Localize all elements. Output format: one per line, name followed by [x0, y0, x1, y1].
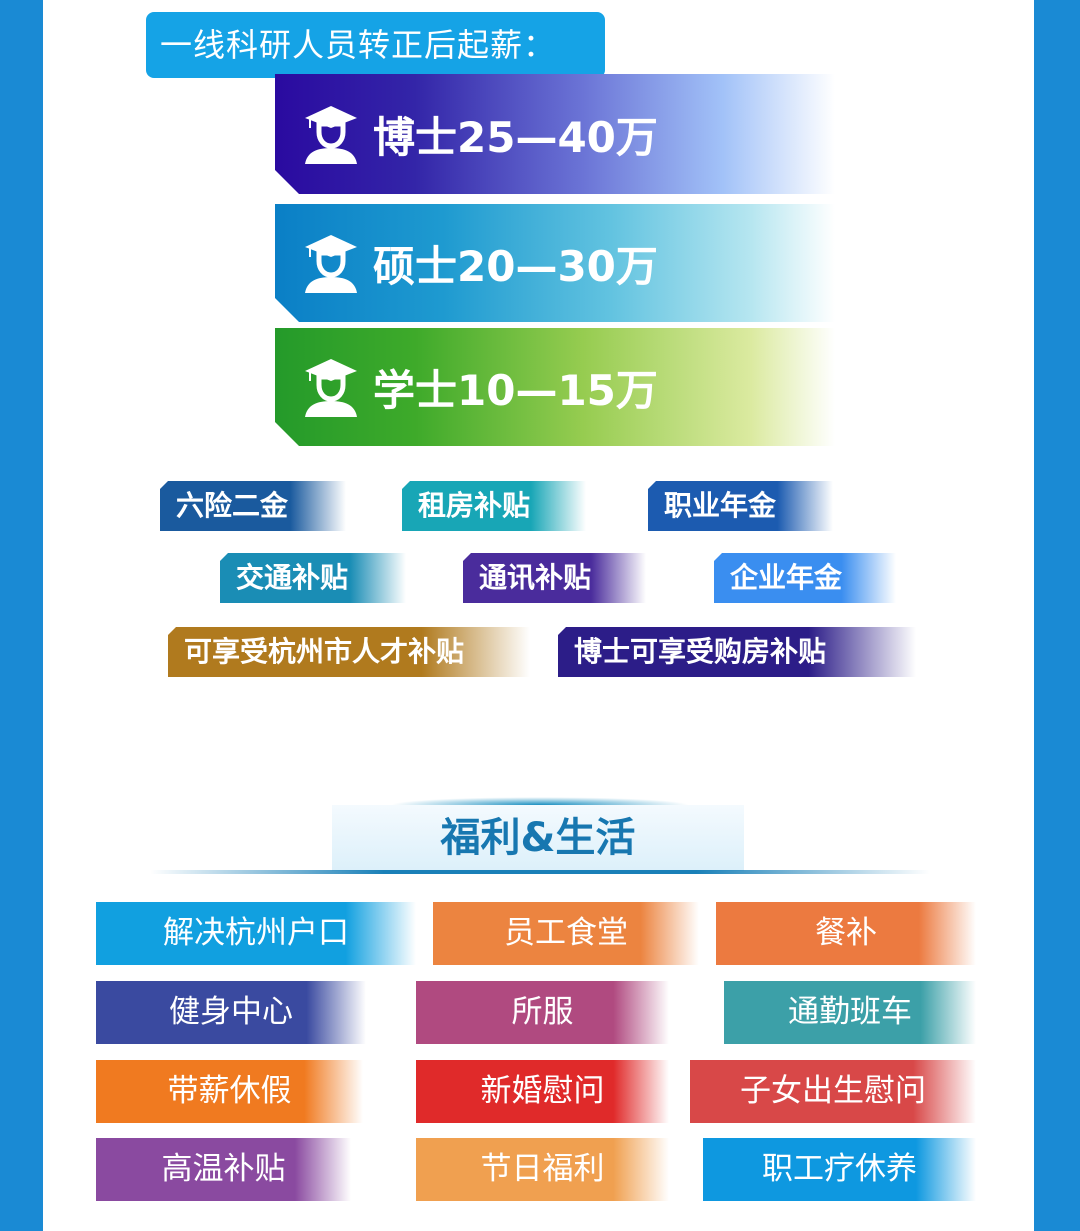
welfare-title: 福利&生活 — [332, 805, 744, 871]
welfare-item: 子女出生慰问 — [690, 1060, 976, 1123]
salary-title: 一线科研人员转正后起薪： — [146, 12, 605, 78]
graduate-icon — [303, 233, 359, 293]
welfare-item: 节日福利 — [416, 1138, 669, 1201]
benefit-tag: 职业年金 — [648, 481, 833, 531]
left-border — [0, 0, 43, 1231]
benefit-tag: 交通补贴 — [220, 553, 406, 603]
welfare-item: 解决杭州户口 — [96, 902, 416, 965]
salary-master-label: 硕士20—30万 — [373, 241, 658, 291]
graduate-icon — [303, 104, 359, 164]
welfare-item: 所服 — [416, 981, 669, 1044]
salary-master: 硕士20—30万 — [275, 204, 835, 322]
welfare-item: 通勤班车 — [724, 981, 976, 1044]
right-border — [1034, 0, 1080, 1231]
salary-bachelor: 学士10—15万 — [275, 328, 835, 446]
welfare-item: 新婚慰问 — [416, 1060, 669, 1123]
welfare-item: 带薪休假 — [96, 1060, 363, 1123]
salary-phd: 博士25—40万 — [275, 74, 835, 194]
welfare-item: 健身中心 — [96, 981, 366, 1044]
benefit-tag: 通讯补贴 — [463, 553, 646, 603]
salary-phd-label: 博士25—40万 — [373, 112, 658, 162]
salary-bachelor-label: 学士10—15万 — [373, 365, 658, 415]
benefit-tag: 可享受杭州市人才补贴 — [168, 627, 530, 677]
benefit-tag: 企业年金 — [714, 553, 896, 603]
benefit-tag: 租房补贴 — [402, 481, 586, 531]
welfare-item: 职工疗休养 — [703, 1138, 976, 1201]
benefit-tag: 博士可享受购房补贴 — [558, 627, 916, 677]
benefit-tag: 六险二金 — [160, 481, 346, 531]
welfare-item: 员工食堂 — [433, 902, 699, 965]
welfare-header-glow — [390, 797, 690, 805]
graduate-icon — [303, 357, 359, 417]
welfare-item: 餐补 — [716, 902, 976, 965]
welfare-divider — [150, 870, 930, 874]
welfare-item: 高温补贴 — [96, 1138, 351, 1201]
